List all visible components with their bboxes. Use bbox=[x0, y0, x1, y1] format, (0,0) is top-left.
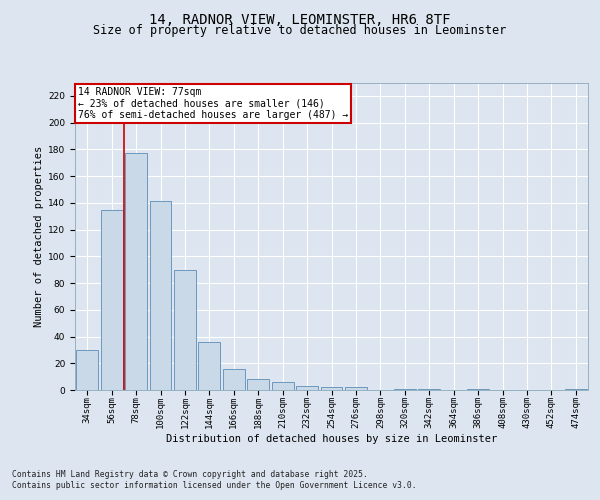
Bar bbox=[394, 388, 416, 390]
Bar bbox=[223, 368, 245, 390]
X-axis label: Distribution of detached houses by size in Leominster: Distribution of detached houses by size … bbox=[166, 434, 497, 444]
Text: Contains public sector information licensed under the Open Government Licence v3: Contains public sector information licen… bbox=[12, 481, 416, 490]
Bar bbox=[467, 388, 489, 390]
Bar bbox=[320, 388, 343, 390]
Bar bbox=[272, 382, 293, 390]
Bar bbox=[565, 388, 587, 390]
Text: Size of property relative to detached houses in Leominster: Size of property relative to detached ho… bbox=[94, 24, 506, 37]
Bar bbox=[296, 386, 318, 390]
Bar bbox=[174, 270, 196, 390]
Bar bbox=[125, 154, 147, 390]
Bar bbox=[101, 210, 122, 390]
Text: 14, RADNOR VIEW, LEOMINSTER, HR6 8TF: 14, RADNOR VIEW, LEOMINSTER, HR6 8TF bbox=[149, 12, 451, 26]
Text: 14 RADNOR VIEW: 77sqm
← 23% of detached houses are smaller (146)
76% of semi-det: 14 RADNOR VIEW: 77sqm ← 23% of detached … bbox=[77, 87, 348, 120]
Y-axis label: Number of detached properties: Number of detached properties bbox=[34, 146, 44, 327]
Text: Contains HM Land Registry data © Crown copyright and database right 2025.: Contains HM Land Registry data © Crown c… bbox=[12, 470, 368, 479]
Bar bbox=[418, 388, 440, 390]
Bar bbox=[76, 350, 98, 390]
Bar bbox=[345, 388, 367, 390]
Bar bbox=[149, 202, 172, 390]
Bar bbox=[199, 342, 220, 390]
Bar bbox=[247, 380, 269, 390]
